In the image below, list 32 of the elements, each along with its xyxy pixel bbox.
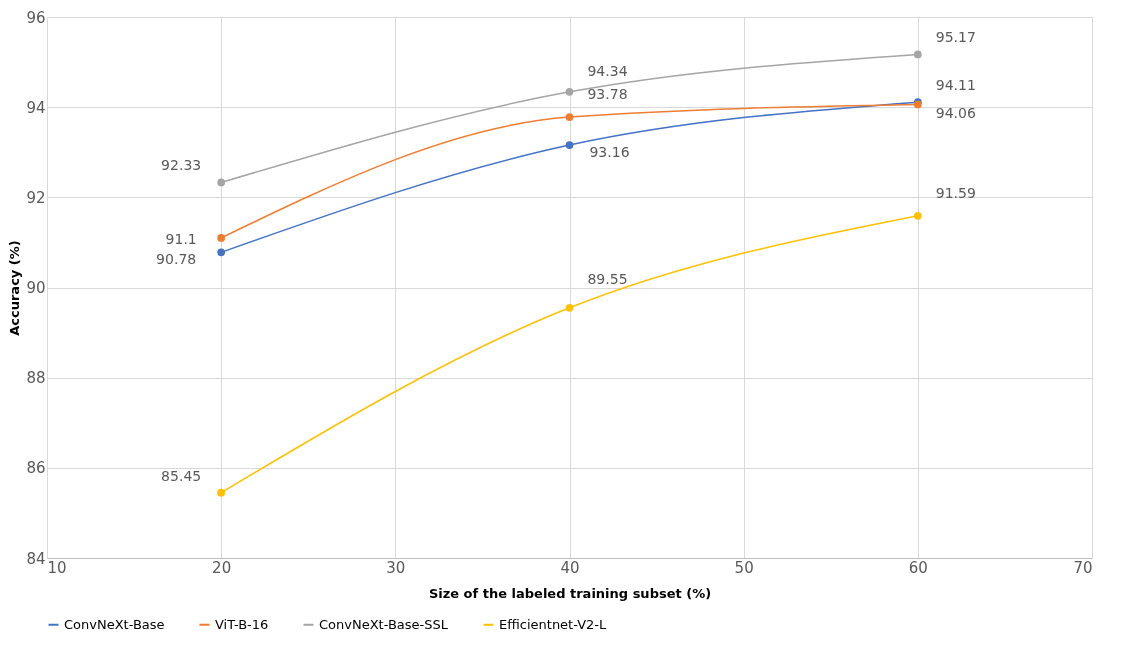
data-label: 94.06 [935, 105, 976, 122]
y-tick-label: 96 [26, 8, 46, 27]
legend-label: ConvNeXt-Base [64, 616, 165, 632]
data-label: 91.59 [935, 184, 976, 201]
data-label: 93.16 [589, 144, 630, 161]
data-label: 93.78 [587, 86, 628, 103]
y-axis-title: Accuracy (%) [7, 240, 23, 336]
x-tick-label: 60 [908, 558, 928, 577]
y-tick-label: 94 [26, 98, 46, 117]
x-tick-label: 50 [734, 558, 754, 577]
legend-label: ViT-B-16 [215, 616, 269, 632]
data-label: 94.34 [587, 62, 628, 79]
y-tick-label: 88 [26, 369, 46, 388]
data-label: 92.33 [161, 157, 202, 174]
data-label: 91.1 [165, 230, 197, 247]
y-tick-label: 84 [26, 549, 46, 568]
data-label: 95.17 [935, 29, 976, 46]
data-label: 94.11 [935, 77, 976, 94]
data-label: 90.78 [156, 251, 197, 268]
y-tick-label: 86 [26, 459, 46, 478]
x-tick-label: 70 [1073, 558, 1093, 577]
data-label: 89.55 [587, 270, 628, 287]
x-tick-label: 30 [386, 558, 406, 577]
x-axis-title: Size of the labeled training subset (%) [428, 585, 712, 601]
x-tick-label: 10 [47, 558, 67, 577]
y-tick-label: 90 [26, 279, 46, 297]
x-tick-label: 20 [212, 558, 232, 577]
data-label: 85.45 [161, 467, 202, 484]
legend-label: ConvNeXt-Base-SSL [319, 616, 449, 632]
y-tick-label: 92 [26, 188, 46, 207]
legend-label: Efficientnet-V2-L [499, 616, 607, 632]
x-tick-label: 40 [560, 558, 580, 577]
